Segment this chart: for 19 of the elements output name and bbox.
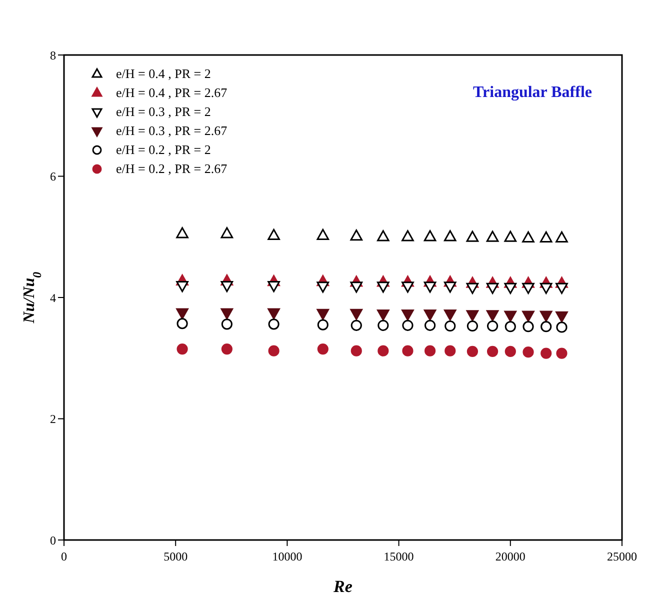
y-tick-label: 4 (50, 290, 56, 305)
legend-label: e/H = 0.3 , PR = 2 (116, 104, 211, 120)
x-tick-label: 10000 (272, 550, 302, 564)
y-tick-label: 0 (50, 533, 56, 548)
legend-label: e/H = 0.2 , PR = 2.67 (116, 160, 228, 176)
y-tick-label: 8 (50, 48, 56, 62)
x-tick-label: 0 (61, 550, 67, 564)
x-tick-label: 25000 (607, 550, 637, 564)
legend-label: e/H = 0.2 , PR = 2 (116, 142, 211, 158)
y-tick-label: 2 (50, 412, 56, 426)
y-tick-label: 6 (50, 170, 56, 184)
x-axis-title: Re (332, 577, 353, 596)
x-tick-label: 20000 (495, 550, 526, 564)
x-tick-label: 5000 (164, 550, 188, 564)
x-tick-label: 15000 (384, 550, 414, 564)
legend-label: e/H = 0.3 , PR = 2.67 (116, 122, 228, 138)
text: Triangular Baffle (473, 84, 592, 101)
legend-label: e/H = 0.4 , PR = 2.67 (116, 84, 228, 100)
legend-label: e/H = 0.4 , PR = 2 (116, 66, 211, 82)
